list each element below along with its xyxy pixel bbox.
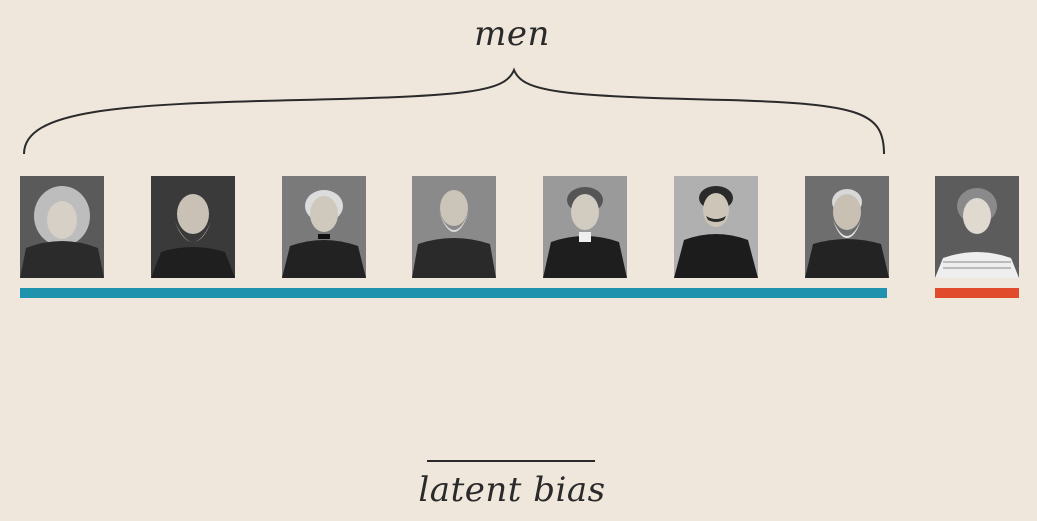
portrait-mustache-icon: [674, 176, 758, 278]
portrait-4: [412, 176, 496, 278]
men-group-bar: [20, 288, 887, 298]
men-label: men: [474, 14, 550, 54]
portrait-2: [151, 176, 235, 278]
portrait-7: [805, 176, 889, 278]
portrait-8: [935, 176, 1019, 278]
portrait-bowtie-icon: [282, 176, 366, 278]
women-group-bar: [935, 288, 1019, 298]
latent-bias-label: latent bias: [418, 470, 606, 510]
portrait-curly-hair-icon: [543, 176, 627, 278]
portrait-grey-beard-icon: [805, 176, 889, 278]
portrait-6: [674, 176, 758, 278]
portrait-sideburns-icon: [412, 176, 496, 278]
portrait-5: [543, 176, 627, 278]
portrait-white-beard-icon: [151, 176, 235, 278]
portrait-woman-icon: [935, 176, 1019, 278]
portrait-3: [282, 176, 366, 278]
title-rule: [427, 460, 595, 462]
portrait-1: [20, 176, 104, 278]
portrait-long-hair-icon: [20, 176, 104, 278]
